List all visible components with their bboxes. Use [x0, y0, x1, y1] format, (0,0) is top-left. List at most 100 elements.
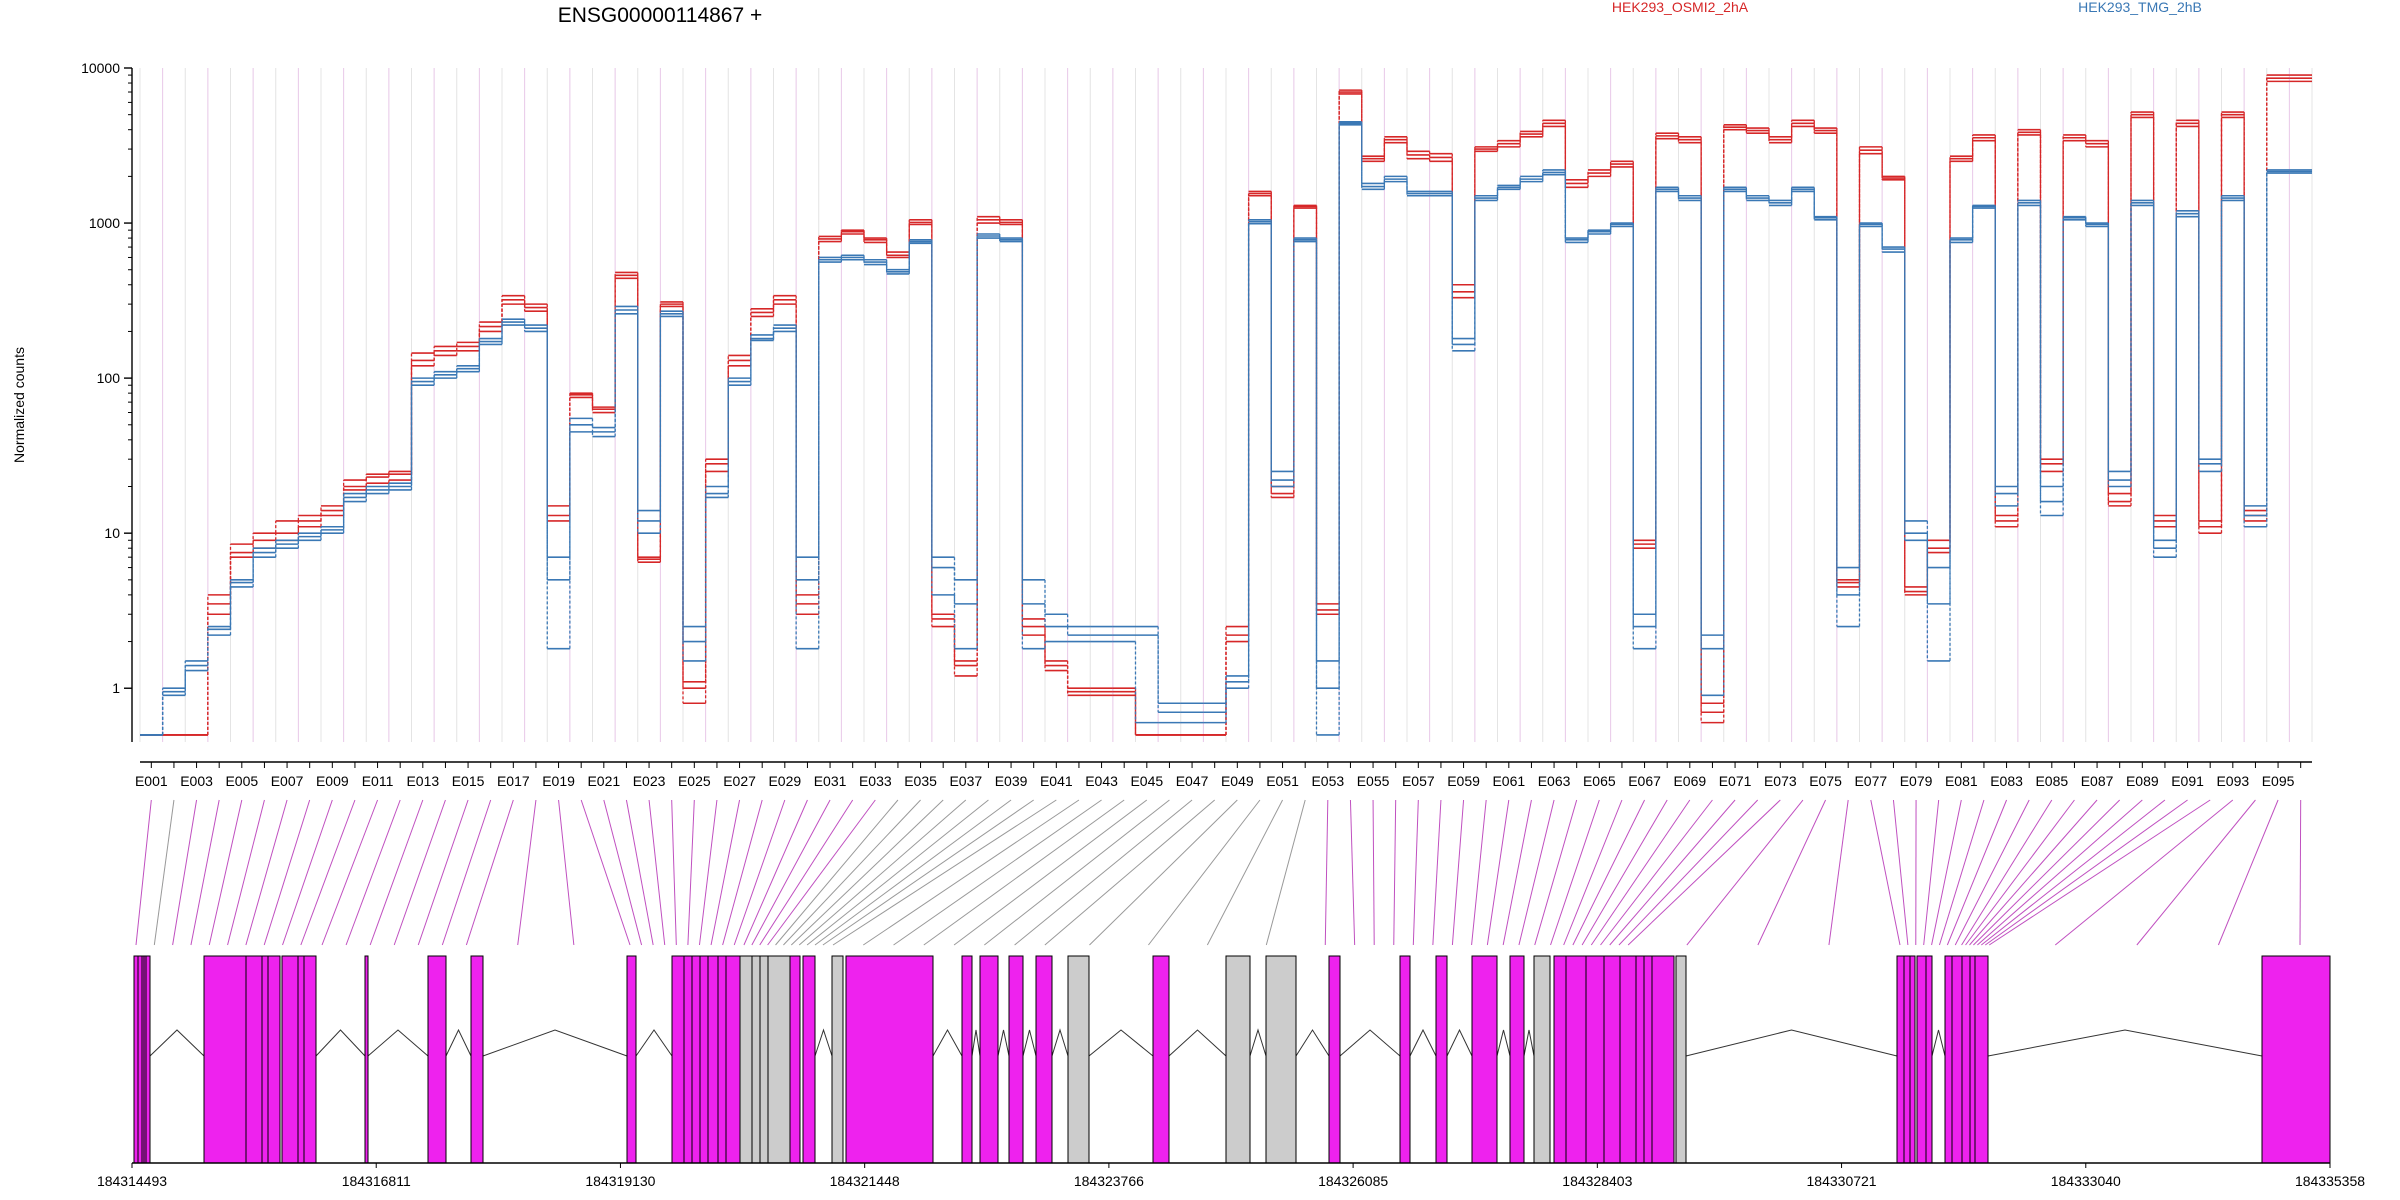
intron-line: [997, 1029, 1010, 1057]
exon-connector: [1550, 799, 1600, 946]
intron-line: [1051, 1028, 1069, 1057]
x-tick-label: E015: [452, 773, 485, 789]
exon-connector: [1946, 799, 2008, 946]
exon-connector: [1393, 799, 1397, 946]
exon-connector: [783, 799, 921, 946]
exon-connector: [300, 799, 356, 946]
x-tick-label: E083: [1990, 773, 2023, 789]
x-tick-label: E065: [1583, 773, 1616, 789]
exon-connector: [984, 799, 1170, 946]
exon-connector: [1973, 799, 2121, 946]
exon-connector: [698, 799, 718, 946]
x-tick-label: E053: [1311, 773, 1344, 789]
exon-connector: [1471, 799, 1487, 946]
exon-connector: [1089, 799, 1238, 946]
x-tick-label: E033: [859, 773, 892, 789]
exon-connector: [1265, 799, 1306, 946]
exon-block: [1509, 955, 1525, 1164]
exon-connector: [1686, 799, 1804, 946]
x-tick-label: E027: [723, 773, 756, 789]
exon-connector: [441, 799, 492, 946]
intron-line: [1523, 1029, 1535, 1057]
x-tick-label: E067: [1628, 773, 1661, 789]
exon-connector: [1961, 799, 2053, 946]
exon-block: [1008, 955, 1024, 1164]
exon-connector: [2136, 799, 2256, 946]
exon-connector: [135, 799, 152, 946]
exon-connector: [733, 799, 786, 946]
exon-connector: [1965, 799, 2075, 946]
series-lines: [140, 74, 2312, 736]
exon-connector: [1938, 799, 1985, 946]
exon-connector: [1563, 799, 1623, 946]
intron-line: [932, 1028, 963, 1057]
y-axis: 1 10 100 1000 10000: [81, 60, 133, 742]
exon-connector: [863, 799, 1080, 946]
series-6: [140, 122, 2312, 736]
y-tick-label: 100: [97, 370, 121, 386]
intron-line: [1446, 1028, 1473, 1057]
x-tick-label: E039: [995, 773, 1028, 789]
exon-connector: [1600, 799, 1713, 946]
exon-connector: [321, 799, 379, 946]
exon-block: [1675, 955, 1687, 1164]
exon-block: [831, 955, 844, 1164]
intron-line: [1987, 1029, 2263, 1057]
exon-connector: [1581, 799, 1668, 946]
exon-block: [1067, 955, 1090, 1164]
x-tick-label: E041: [1040, 773, 1073, 789]
intron-line: [1295, 1029, 1330, 1057]
legend-label-osmi2: HEK293_OSMI2_2hA: [1612, 0, 1749, 15]
x-tick-label: E001: [135, 773, 168, 789]
exon-connector: [263, 799, 311, 946]
intron-line: [971, 1029, 981, 1057]
exon-connector-lines: [135, 799, 2302, 946]
x-tick-label: E093: [2216, 773, 2249, 789]
genomic-coordinate-label: 184328403: [1562, 1173, 1632, 1189]
exon-connector: [625, 799, 654, 946]
chart-title: ENSG00000114867 +: [558, 4, 763, 27]
intron-line: [315, 1029, 366, 1057]
x-tick-label: E063: [1538, 773, 1571, 789]
genomic-coordinate-label: 184321448: [830, 1173, 900, 1189]
exon-block: [1035, 955, 1053, 1164]
exon-connector: [722, 799, 763, 946]
exon-block: [281, 955, 317, 1164]
x-tick-label: E013: [406, 773, 439, 789]
intron-line: [1339, 1029, 1401, 1057]
exon-connector: [1324, 799, 1329, 946]
exon-connector: [1757, 799, 1827, 946]
exon-connector: [1590, 799, 1691, 946]
genomic-coordinate-label: 184326085: [1318, 1173, 1388, 1189]
x-tick-label: E091: [2171, 773, 2204, 789]
exon-connector: [1432, 799, 1442, 946]
genomic-coordinate-label: 184314493: [97, 1173, 167, 1189]
exon-block: [1225, 955, 1251, 1164]
genomic-coordinate-label: 184323766: [1074, 1173, 1144, 1189]
exon-connector: [227, 799, 265, 946]
exon-connector: [1518, 799, 1555, 946]
exon-connector: [1412, 799, 1419, 946]
genomic-coordinate-label: 184333040: [2051, 1173, 2121, 1189]
x-tick-label: E055: [1357, 773, 1390, 789]
exon-block: [699, 955, 741, 1164]
exon-connector: [923, 799, 1125, 946]
y-tick-label: 10: [104, 525, 120, 541]
exon-connector: [603, 799, 643, 946]
exon-connector: [1609, 799, 1736, 946]
x-tick-label: E007: [271, 773, 304, 789]
exon-block: [1471, 955, 1498, 1164]
exon-connector: [671, 799, 677, 946]
exon-connector: [1014, 799, 1193, 946]
x-tick-label: E061: [1492, 773, 1525, 789]
exon-connector: [208, 799, 243, 946]
exon-connector: [1892, 799, 1909, 946]
exon-connector: [687, 799, 695, 946]
exon-connector: [1870, 799, 1901, 946]
exon-block: [1399, 955, 1411, 1164]
exon-connector: [1044, 799, 1216, 946]
exon-connector: [767, 799, 876, 946]
exon-connector: [1984, 799, 2188, 946]
